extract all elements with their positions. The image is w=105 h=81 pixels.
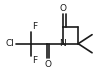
Text: N: N — [59, 39, 66, 48]
Text: F: F — [32, 22, 37, 31]
Text: O: O — [60, 4, 67, 13]
Text: O: O — [45, 60, 52, 69]
Text: F: F — [32, 57, 37, 66]
Text: Cl: Cl — [6, 39, 15, 48]
